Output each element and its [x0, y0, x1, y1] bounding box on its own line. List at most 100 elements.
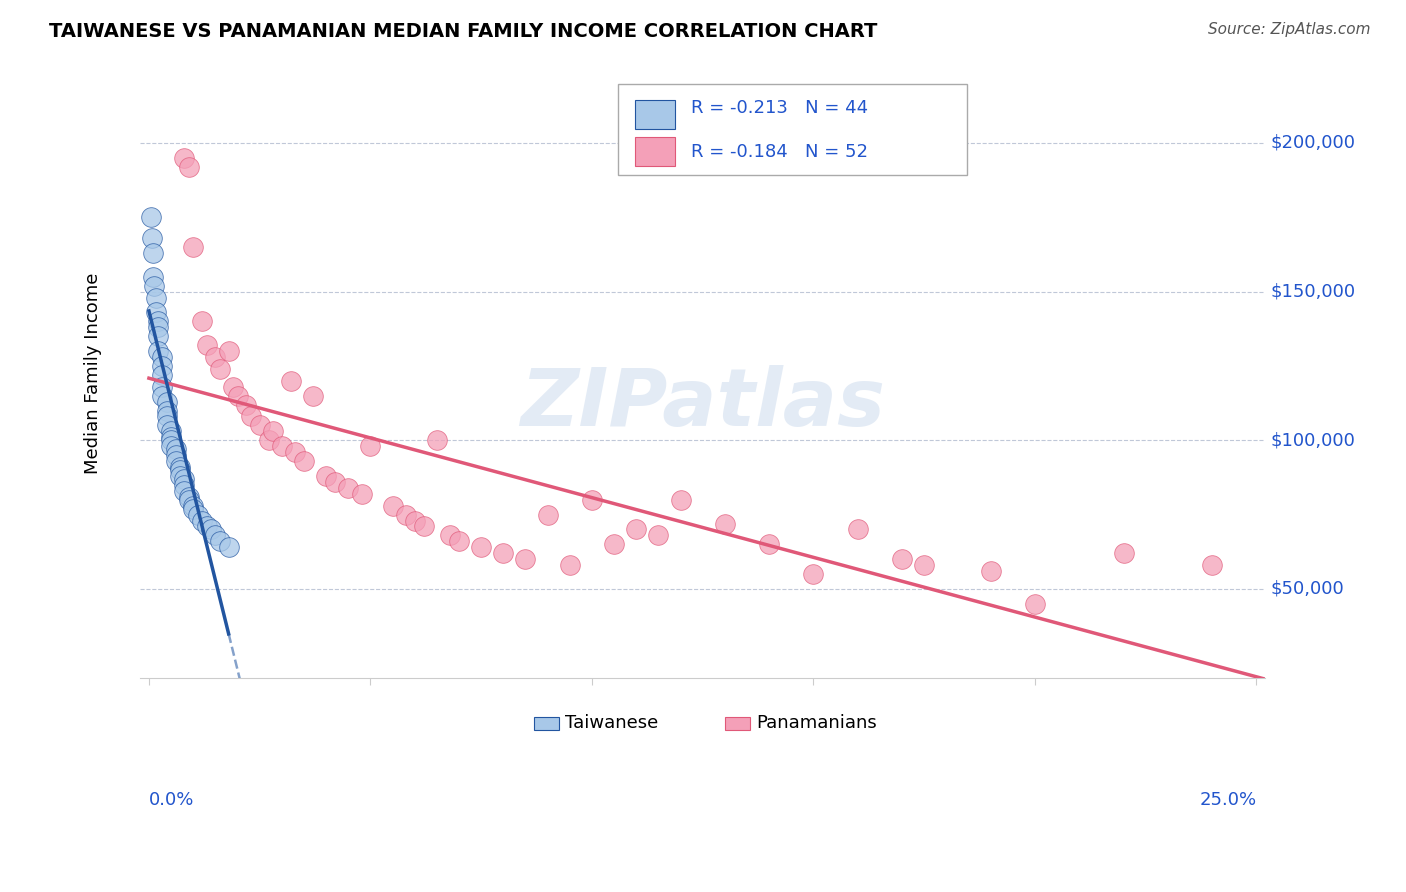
Point [404, 514, 426, 528]
Point [150, 368, 173, 382]
Text: 25.0%: 25.0% [1199, 791, 1257, 809]
Point [146, 344, 169, 359]
Point [470, 541, 492, 555]
Point [714, 516, 737, 531]
Point [173, 478, 195, 492]
Point [139, 211, 162, 225]
Point [1112, 546, 1135, 560]
Point [492, 546, 515, 560]
Point [239, 409, 262, 424]
Text: Panamanians: Panamanians [756, 714, 877, 731]
Point [156, 394, 179, 409]
Bar [725, 716, 749, 730]
Point [208, 362, 231, 376]
Text: $150,000: $150,000 [1271, 283, 1355, 301]
Point [150, 359, 173, 373]
Point [803, 567, 825, 582]
Point [191, 514, 214, 528]
Point [169, 469, 191, 483]
Point [581, 492, 603, 507]
Point [395, 508, 418, 522]
Point [280, 374, 302, 388]
Point [222, 380, 245, 394]
Point [912, 558, 935, 573]
Text: Median Family Income: Median Family Income [84, 273, 101, 474]
Point [169, 463, 191, 477]
Point [169, 460, 191, 475]
Point [145, 291, 167, 305]
Point [195, 338, 218, 352]
Point [181, 501, 204, 516]
Point [173, 483, 195, 498]
Point [142, 246, 165, 260]
Point [891, 552, 914, 566]
Point [439, 528, 461, 542]
Point [150, 380, 173, 394]
Text: Taiwanese: Taiwanese [565, 714, 658, 731]
Text: Source: ZipAtlas.com: Source: ZipAtlas.com [1208, 22, 1371, 37]
Point [249, 418, 271, 433]
Text: $100,000: $100,000 [1271, 431, 1355, 450]
Point [156, 409, 179, 424]
Point [145, 305, 167, 319]
Text: R = -0.184   N = 52: R = -0.184 N = 52 [692, 143, 869, 161]
Point [150, 389, 173, 403]
Point [142, 269, 165, 284]
Point [284, 445, 307, 459]
Bar [534, 716, 558, 730]
Point [165, 454, 187, 468]
Bar [636, 100, 675, 128]
Point [156, 418, 179, 433]
Point [846, 523, 869, 537]
Point [558, 558, 581, 573]
Point [536, 508, 558, 522]
Point [647, 528, 669, 542]
Point [980, 564, 1002, 578]
Text: $50,000: $50,000 [1271, 580, 1344, 598]
Point [204, 528, 226, 542]
Point [1024, 597, 1046, 611]
Point [160, 430, 183, 444]
Point [758, 537, 780, 551]
Point [381, 499, 404, 513]
Point [270, 439, 292, 453]
Point [226, 389, 249, 403]
Point [626, 523, 648, 537]
Point [146, 314, 169, 328]
Point [177, 492, 200, 507]
Point [165, 442, 187, 457]
Point [235, 398, 257, 412]
Point [350, 487, 373, 501]
Point [208, 534, 231, 549]
Point [165, 448, 187, 462]
Point [191, 314, 214, 328]
Point [218, 541, 240, 555]
Bar [636, 137, 675, 166]
Point [292, 454, 315, 468]
Point [200, 523, 222, 537]
Point [447, 534, 470, 549]
Point [426, 434, 449, 448]
Point [669, 492, 692, 507]
FancyBboxPatch shape [619, 84, 967, 175]
Point [143, 278, 166, 293]
Point [181, 499, 204, 513]
Point [262, 425, 284, 439]
Point [603, 537, 626, 551]
Point [515, 552, 537, 566]
Point [173, 151, 195, 165]
Point [195, 519, 218, 533]
Point [301, 389, 323, 403]
Point [218, 344, 240, 359]
Point [359, 439, 381, 453]
Point [177, 490, 200, 504]
Point [146, 320, 169, 334]
Point [150, 350, 173, 364]
Point [181, 240, 204, 254]
Point [173, 472, 195, 486]
Point [1201, 558, 1223, 573]
Text: 0.0%: 0.0% [149, 791, 194, 809]
Text: ZIPatlas: ZIPatlas [520, 365, 886, 442]
Point [257, 434, 280, 448]
Point [337, 481, 360, 495]
